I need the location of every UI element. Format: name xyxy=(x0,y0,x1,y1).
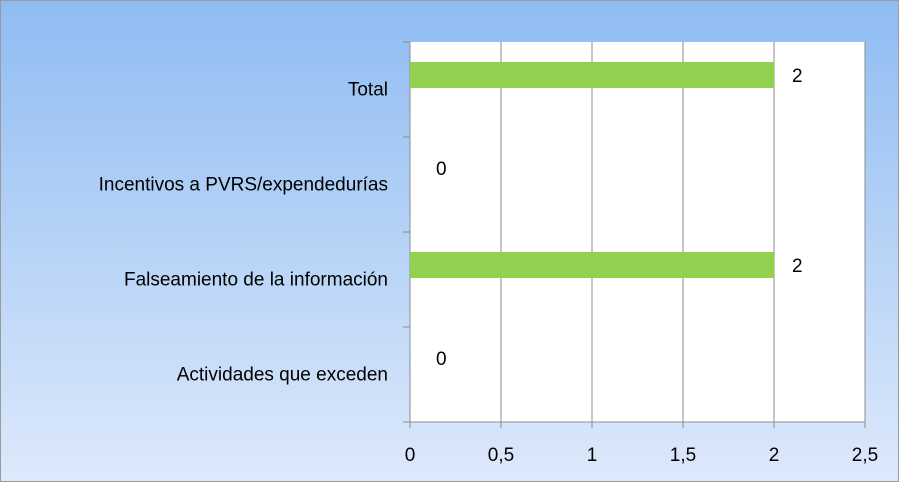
x-tick-label: 1,5 xyxy=(670,445,696,466)
bar xyxy=(410,252,774,278)
y-tick-label: Falseamiento de la información xyxy=(124,270,388,291)
x-tick-label: 1 xyxy=(587,445,598,466)
value-label: 0 xyxy=(436,349,447,370)
bar xyxy=(410,62,774,88)
x-tick-label: 2,5 xyxy=(852,445,878,466)
y-tick-label: Actividades que exceden xyxy=(177,365,388,386)
y-tick-label: Total xyxy=(348,80,388,101)
x-tick-label: 2 xyxy=(769,445,780,466)
y-tick-label: Incentivos a PVRS/expendedurías xyxy=(99,175,388,196)
value-label: 2 xyxy=(792,66,803,87)
x-tick-label: 0 xyxy=(405,445,416,466)
plot-area xyxy=(410,42,865,422)
x-tick-label: 0,5 xyxy=(488,445,514,466)
value-label: 0 xyxy=(436,159,447,180)
value-label: 2 xyxy=(792,256,803,277)
